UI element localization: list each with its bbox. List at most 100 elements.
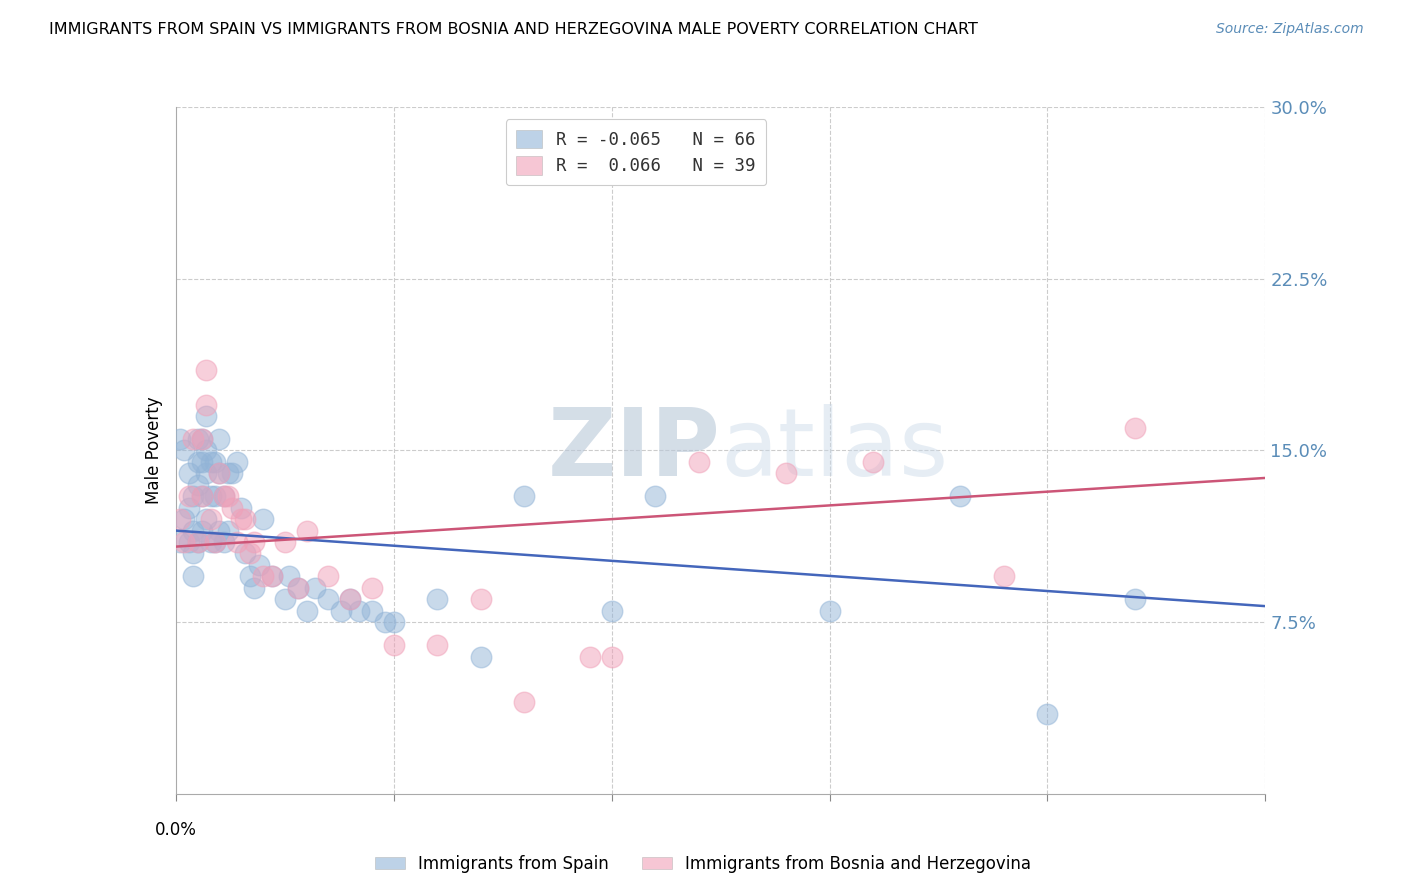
Point [200, 535, 222, 549]
Point [239, 569, 262, 583]
Point [382, 638, 405, 652]
Point [217, 489, 239, 503]
Point [426, 592, 449, 607]
Point [186, 455, 209, 469]
Point [181, 432, 204, 446]
Point [169, 535, 191, 549]
Point [360, 581, 382, 595]
Point [1036, 706, 1059, 721]
Point [195, 467, 218, 481]
Point [204, 535, 226, 549]
Point [200, 512, 222, 526]
Point [239, 546, 262, 561]
Point [177, 489, 200, 503]
Point [426, 638, 449, 652]
Point [579, 649, 602, 664]
Point [470, 592, 492, 607]
Point [177, 535, 200, 549]
Point [195, 512, 218, 526]
Point [231, 512, 253, 526]
Point [347, 604, 370, 618]
Point [274, 535, 297, 549]
Point [231, 500, 253, 515]
Point [278, 569, 301, 583]
Point [600, 604, 623, 618]
Point [204, 489, 226, 503]
Point [195, 363, 218, 377]
Point [181, 524, 204, 538]
Point [1123, 592, 1146, 607]
Legend: R = -0.065   N = 66, R =  0.066   N = 39: R = -0.065 N = 66, R = 0.066 N = 39 [506, 120, 766, 186]
Point [212, 489, 235, 503]
Point [470, 649, 492, 664]
Point [208, 467, 231, 481]
Point [382, 615, 405, 630]
Text: IMMIGRANTS FROM SPAIN VS IMMIGRANTS FROM BOSNIA AND HERZEGOVINA MALE POVERTY COR: IMMIGRANTS FROM SPAIN VS IMMIGRANTS FROM… [49, 22, 979, 37]
Point [169, 512, 191, 526]
Point [318, 569, 340, 583]
Point [177, 500, 200, 515]
Point [247, 558, 270, 572]
Point [191, 432, 214, 446]
Point [208, 432, 231, 446]
Point [191, 432, 214, 446]
Point [181, 546, 204, 561]
Point [513, 489, 536, 503]
Text: ZIP: ZIP [548, 404, 721, 497]
Point [181, 489, 204, 503]
Point [186, 535, 209, 549]
Y-axis label: Male Poverty: Male Poverty [145, 397, 163, 504]
Point [191, 489, 214, 503]
Point [360, 604, 382, 618]
Point [181, 569, 204, 583]
Text: atlas: atlas [721, 404, 949, 497]
Point [173, 535, 195, 549]
Point [191, 524, 214, 538]
Point [949, 489, 972, 503]
Point [200, 489, 222, 503]
Legend: Immigrants from Spain, Immigrants from Bosnia and Herzegovina: Immigrants from Spain, Immigrants from B… [368, 848, 1038, 880]
Point [204, 455, 226, 469]
Point [204, 535, 226, 549]
Point [287, 581, 309, 595]
Point [200, 455, 222, 469]
Point [212, 489, 235, 503]
Point [644, 489, 666, 503]
Point [252, 569, 274, 583]
Point [186, 535, 209, 549]
Point [225, 535, 247, 549]
Point [212, 535, 235, 549]
Point [295, 524, 318, 538]
Point [274, 592, 297, 607]
Point [208, 467, 231, 481]
Point [169, 432, 191, 446]
Point [173, 443, 195, 458]
Point [173, 512, 195, 526]
Point [688, 455, 710, 469]
Point [221, 500, 243, 515]
Point [186, 478, 209, 492]
Point [243, 535, 266, 549]
Point [217, 524, 239, 538]
Point [600, 649, 623, 664]
Point [225, 455, 247, 469]
Point [252, 512, 274, 526]
Point [217, 467, 239, 481]
Point [1123, 420, 1146, 434]
Point [862, 455, 884, 469]
Point [318, 592, 340, 607]
Point [191, 489, 214, 503]
Point [374, 615, 396, 630]
Point [339, 592, 361, 607]
Point [208, 524, 231, 538]
Point [177, 467, 200, 481]
Text: 0.0%: 0.0% [155, 822, 197, 839]
Point [304, 581, 326, 595]
Point [775, 467, 797, 481]
Point [260, 569, 283, 583]
Point [195, 409, 218, 424]
Point [235, 512, 257, 526]
Point [235, 546, 257, 561]
Point [295, 604, 318, 618]
Text: Source: ZipAtlas.com: Source: ZipAtlas.com [1216, 22, 1364, 37]
